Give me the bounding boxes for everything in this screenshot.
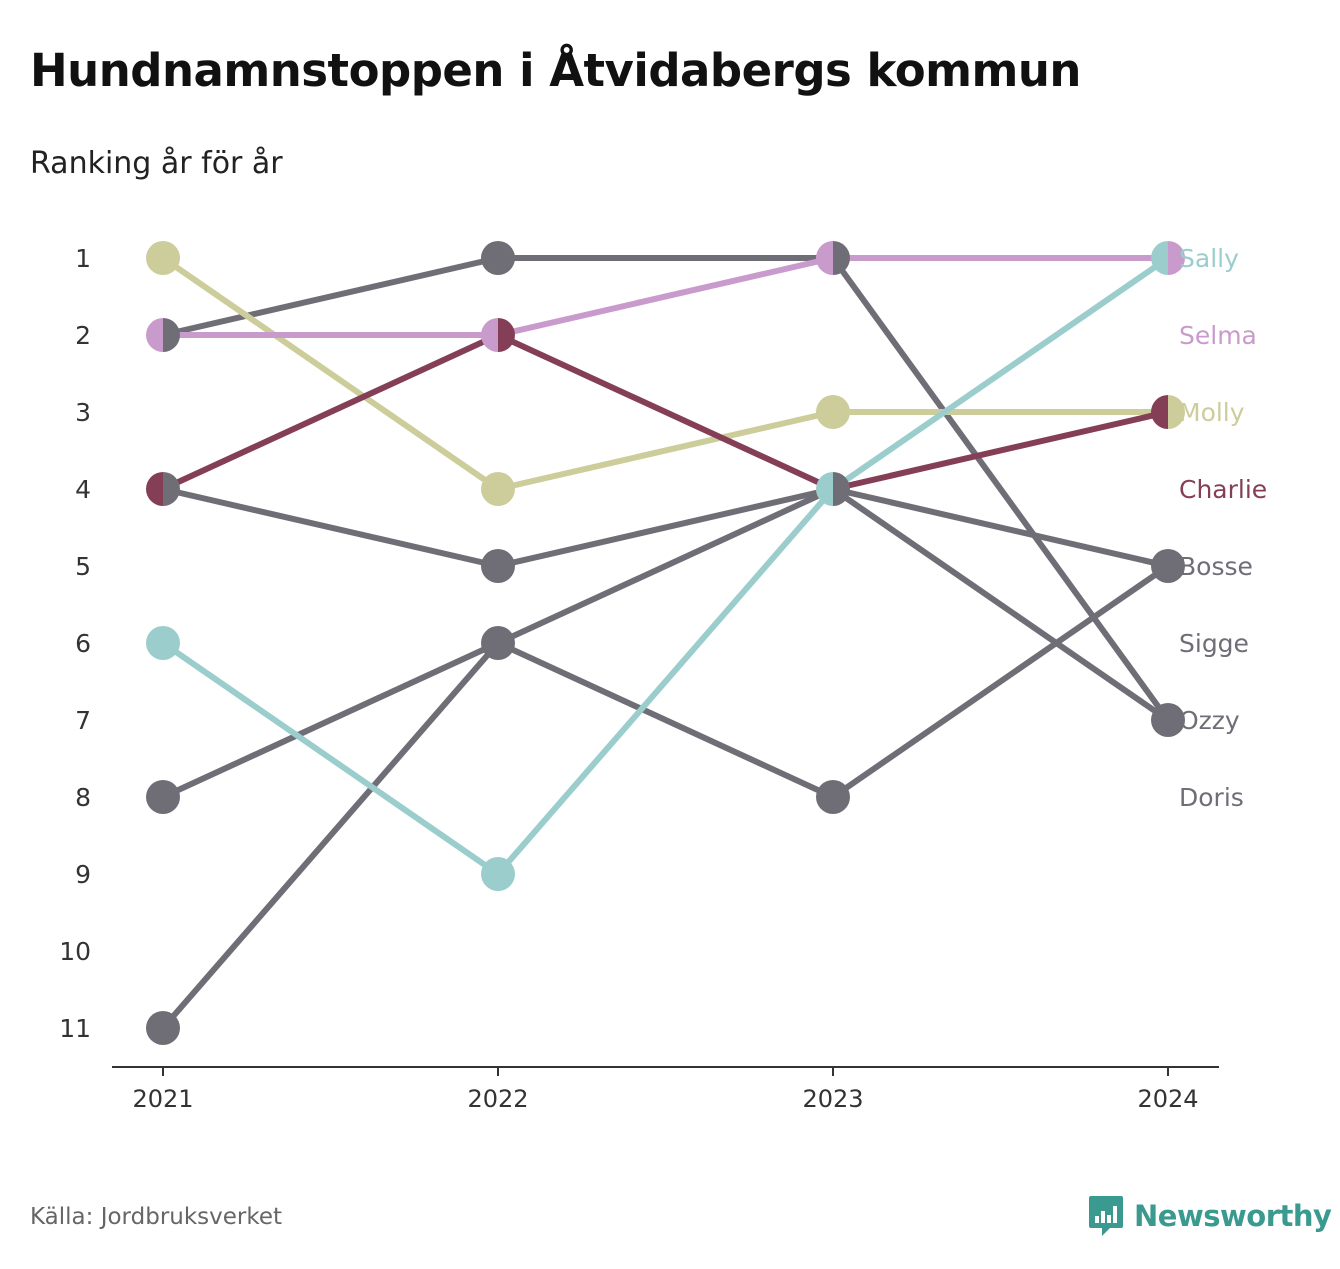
point-doris-ozzy-2024: [1151, 703, 1185, 737]
series-line-selma: [160, 255, 1171, 338]
point-sigge-2023: [816, 780, 850, 814]
rank-chart: 1 2 3 4 5 6 7 8 9 10 11 2021 2022 2023 2024 Sally Selma M…: [59, 241, 1267, 1113]
end-label-selma: Selma: [1179, 321, 1257, 350]
point-molly-charlie-2024-left: [1151, 395, 1168, 429]
point-sigge-2021: [146, 780, 180, 814]
end-label-sally: Sally: [1179, 244, 1239, 273]
y-tick-label: 9: [75, 860, 91, 889]
y-tick-label: 7: [75, 706, 91, 735]
x-tick-label: 2023: [802, 1085, 863, 1113]
point-doris-2021: [146, 1011, 180, 1045]
y-tick-label: 1: [75, 244, 91, 273]
point-ozzy-selma-2023-left: [816, 241, 833, 275]
series-line-molly: [160, 255, 1171, 492]
y-tick-label: 10: [59, 937, 91, 966]
point-sally-2021: [146, 626, 180, 660]
point-sigge-bosse-2024: [1151, 549, 1185, 583]
point-molly-2022: [481, 472, 515, 506]
chart-title: Hundnamnstoppen i Åtvidabergs kommun: [30, 44, 1081, 97]
end-label-bosse: Bosse: [1179, 552, 1253, 581]
point-charlie-selma-2022-left: [481, 318, 498, 352]
y-tick-label: 11: [59, 1014, 91, 1043]
series-line-sally: [160, 255, 1171, 877]
end-label-sigge: Sigge: [1179, 629, 1249, 658]
point-molly-2021: [146, 241, 180, 275]
newsworthy-logo-icon: [1089, 1196, 1123, 1236]
point-sally-2022: [481, 857, 515, 891]
series-line-charlie: [160, 332, 1171, 492]
source-note: Källa: Jordbruksverket: [30, 1204, 283, 1230]
point-doris-bosse-charlie-sally-2023-right: [833, 472, 850, 506]
y-tick-label: 3: [75, 398, 91, 427]
y-tick-label: 5: [75, 552, 91, 581]
end-label-charlie: Charlie: [1179, 475, 1267, 504]
point-charlie-selma-2022-right: [498, 318, 515, 352]
point-bosse-charlie-2021-right: [163, 472, 180, 506]
newsworthy-logo: Newsworthy: [1088, 1194, 1332, 1238]
chart-subtitle: Ranking år för år: [30, 146, 283, 181]
y-tick-label: 6: [75, 629, 91, 658]
point-molly-charlie-2024-right: [1168, 395, 1185, 429]
series-line-doris: [160, 486, 1171, 1031]
y-tick-label: 2: [75, 321, 91, 350]
end-label-doris: Doris: [1179, 783, 1244, 812]
point-ozzy-selma-2023-right: [833, 241, 850, 275]
point-selma-sally-2024-right: [1168, 241, 1185, 275]
series-line-bosse: [160, 486, 1171, 569]
x-tick-label: 2021: [132, 1085, 193, 1113]
point-ozzy-selma-2021-right: [163, 318, 180, 352]
series-line-sigge: [160, 563, 1171, 800]
point-ozzy-selma-2021-left: [146, 318, 163, 352]
point-selma-sally-2024-left: [1151, 241, 1168, 275]
series-line-ozzy: [160, 255, 1171, 723]
y-tick-label: 4: [75, 475, 91, 504]
end-label-ozzy: Ozzy: [1179, 706, 1240, 735]
point-bosse-2022: [481, 549, 515, 583]
x-tick-label: 2024: [1137, 1085, 1198, 1113]
point-doris-bosse-charlie-sally-2023-left: [816, 472, 833, 506]
point-bosse-charlie-2021-left: [146, 472, 163, 506]
point-doris-sigge-2022: [481, 626, 515, 660]
point-ozzy-2022: [481, 241, 515, 275]
x-tick-label: 2022: [467, 1085, 528, 1113]
y-tick-label: 8: [75, 783, 91, 812]
end-label-molly: Molly: [1179, 398, 1245, 427]
point-molly-2023: [816, 395, 850, 429]
newsworthy-logo-text: Newsworthy: [1134, 1199, 1332, 1233]
